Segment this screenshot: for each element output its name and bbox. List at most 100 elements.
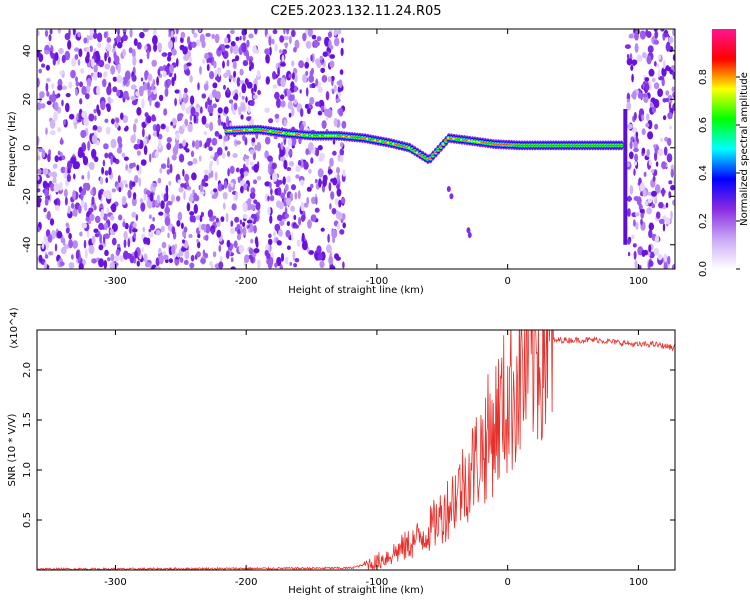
noise-speck <box>166 169 171 175</box>
noise-speck <box>112 76 118 82</box>
noise-speck <box>631 59 638 66</box>
snr-ylabel: SNR (10 * V/V) <box>7 413 18 486</box>
noise-speck <box>82 156 89 166</box>
noise-speck <box>661 161 667 170</box>
noise-speck <box>203 131 208 136</box>
noise-speck <box>641 128 646 136</box>
noise-speck <box>122 115 129 123</box>
noise-speck <box>134 175 139 183</box>
noise-speck <box>653 61 657 67</box>
noise-speck <box>247 105 251 114</box>
noise-speck <box>93 64 98 74</box>
noise-speck <box>293 224 299 229</box>
noise-speck <box>167 55 172 62</box>
noise-speck <box>192 158 198 165</box>
noise-speck <box>200 258 206 264</box>
noise-speck <box>133 143 140 150</box>
noise-speck <box>60 166 66 174</box>
noise-speck <box>83 116 89 127</box>
noise-speck <box>183 93 187 99</box>
noise-speck <box>288 150 292 156</box>
noise-speck <box>152 35 158 46</box>
noise-speck <box>670 168 674 178</box>
noise-speck <box>253 83 257 93</box>
noise-speck <box>182 239 185 244</box>
noise-speck <box>106 85 112 96</box>
noise-speck <box>49 50 53 56</box>
noise-speck <box>654 30 659 39</box>
noise-speck <box>202 59 206 64</box>
noise-speck <box>94 50 100 57</box>
noise-speck <box>212 103 217 109</box>
noise-speck <box>267 195 270 202</box>
noise-speck <box>37 188 41 193</box>
noise-speck <box>61 54 66 64</box>
noise-speck <box>648 244 652 253</box>
noise-speck <box>132 222 137 228</box>
noise-speck <box>82 182 89 189</box>
noise-speck <box>217 147 223 156</box>
noise-speck <box>242 134 246 141</box>
noise-speck <box>296 239 301 247</box>
noise-speck <box>203 223 207 233</box>
noise-speck <box>288 73 293 79</box>
noise-speck <box>249 99 255 107</box>
noise-speck <box>61 99 64 107</box>
noise-speck <box>648 159 653 166</box>
noise-speck <box>266 253 271 260</box>
noise-speck <box>305 87 309 97</box>
noise-speck <box>53 183 60 193</box>
noise-speck <box>102 78 107 88</box>
noise-speck <box>648 68 655 77</box>
noise-speck <box>326 244 332 254</box>
noise-speck <box>131 181 136 187</box>
noise-speck <box>73 173 76 180</box>
noise-speck <box>189 211 195 216</box>
noise-speck <box>199 33 205 44</box>
noise-speck <box>218 68 221 77</box>
noise-speck <box>289 261 293 266</box>
noise-speck <box>264 150 269 159</box>
noise-speck <box>206 64 210 71</box>
noise-speck <box>292 250 296 261</box>
noise-speck <box>72 29 76 36</box>
noise-speck <box>122 34 128 42</box>
noise-speck <box>224 146 228 151</box>
noise-speck <box>81 85 87 95</box>
noise-speck <box>249 161 255 166</box>
noise-speck <box>158 247 162 255</box>
noise-speck <box>635 221 639 230</box>
noise-speck <box>83 239 87 249</box>
noise-speck <box>207 104 214 114</box>
noise-speck <box>80 129 87 139</box>
noise-speck <box>286 221 291 227</box>
noise-speck <box>660 29 665 32</box>
x-tick-label: -300 <box>104 577 127 588</box>
noise-speck <box>264 48 271 55</box>
spectrogram-frame <box>36 28 676 270</box>
noise-speck <box>189 75 193 83</box>
noise-speck <box>319 152 325 160</box>
noise-speck <box>253 225 257 234</box>
noise-speck <box>235 167 240 173</box>
noise-speck <box>640 211 644 219</box>
noise-speck <box>668 191 672 199</box>
noise-speck <box>633 147 639 153</box>
noise-speck <box>151 59 157 67</box>
noise-speck <box>223 135 229 142</box>
noise-speck <box>103 72 107 78</box>
noise-speck <box>129 162 134 169</box>
noise-speck <box>297 190 301 200</box>
noise-speck <box>268 233 272 239</box>
noise-speck <box>199 106 203 114</box>
noise-speck <box>223 180 228 189</box>
noise-speck <box>37 155 41 161</box>
noise-speck <box>665 97 669 102</box>
noise-speck <box>155 257 160 267</box>
noise-speck <box>184 173 190 182</box>
noise-speck <box>149 96 152 107</box>
noise-speck <box>201 178 206 187</box>
noise-speck <box>249 149 255 155</box>
noise-speck <box>68 239 73 249</box>
noise-speck <box>117 175 121 184</box>
